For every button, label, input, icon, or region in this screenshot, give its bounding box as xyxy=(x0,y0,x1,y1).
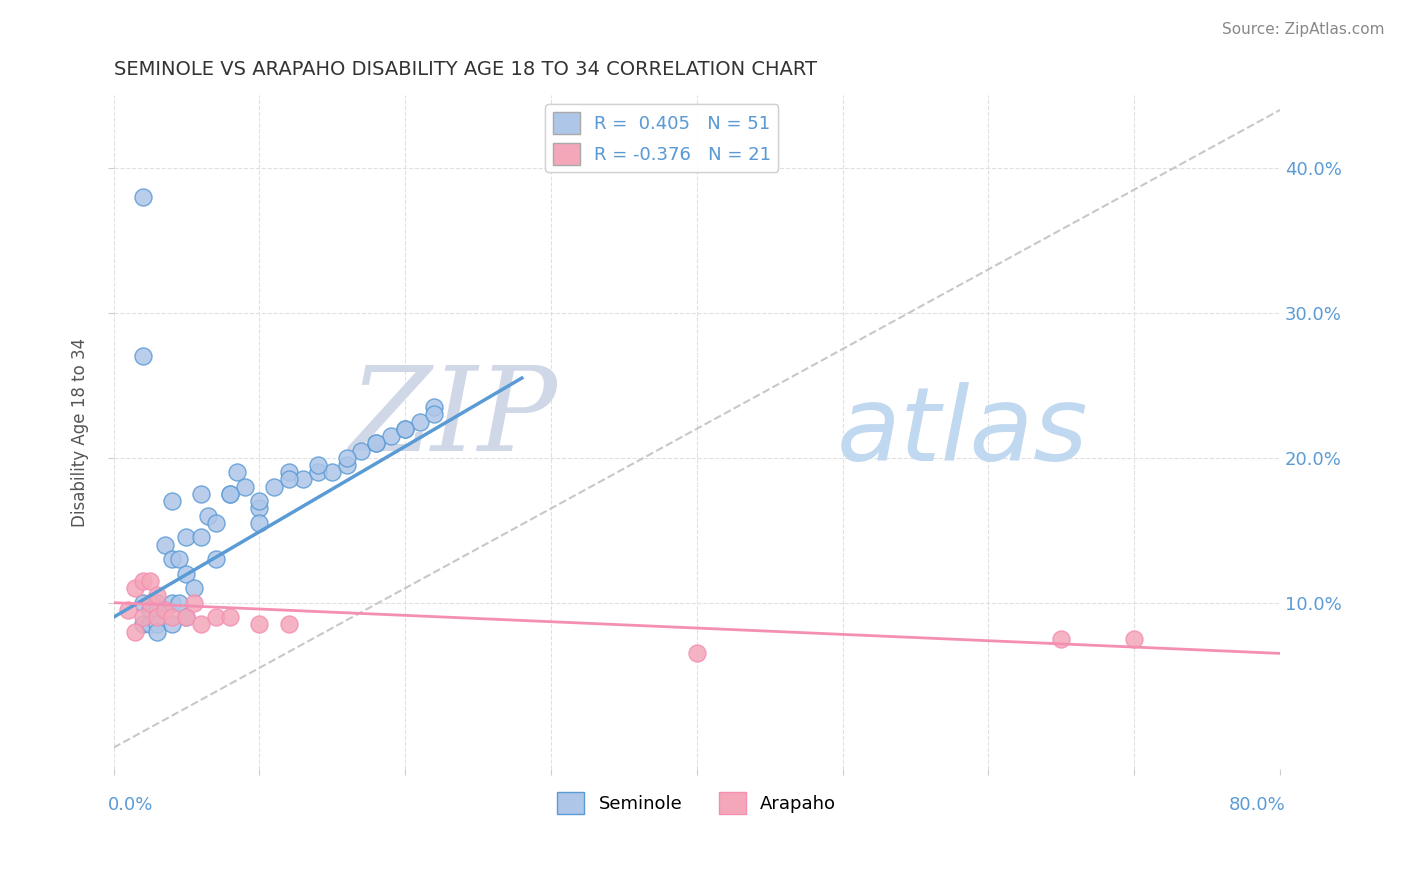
Y-axis label: Disability Age 18 to 34: Disability Age 18 to 34 xyxy=(72,338,89,527)
Text: SEMINOLE VS ARAPAHO DISABILITY AGE 18 TO 34 CORRELATION CHART: SEMINOLE VS ARAPAHO DISABILITY AGE 18 TO… xyxy=(114,60,817,78)
Point xyxy=(131,190,153,204)
Point xyxy=(364,436,387,450)
Point xyxy=(131,617,153,632)
Point xyxy=(394,422,416,436)
Point xyxy=(233,480,256,494)
Point xyxy=(686,647,709,661)
Point xyxy=(176,610,198,624)
Point xyxy=(160,552,183,566)
Point xyxy=(292,473,315,487)
Point xyxy=(350,443,373,458)
Legend: R =  0.405   N = 51, R = -0.376   N = 21: R = 0.405 N = 51, R = -0.376 N = 21 xyxy=(546,104,779,172)
Point xyxy=(139,617,162,632)
Point xyxy=(336,450,359,465)
Point xyxy=(190,617,212,632)
Point xyxy=(247,501,270,516)
Point xyxy=(394,422,416,436)
Point xyxy=(364,436,387,450)
Point xyxy=(167,552,190,566)
Text: 0.0%: 0.0% xyxy=(108,796,153,814)
Point xyxy=(219,487,242,501)
Text: 80.0%: 80.0% xyxy=(1229,796,1286,814)
Point xyxy=(146,610,169,624)
Point xyxy=(124,581,146,595)
Point xyxy=(146,624,169,639)
Point xyxy=(226,465,249,479)
Point xyxy=(321,465,343,479)
Point xyxy=(1123,632,1146,646)
Text: ZIP: ZIP xyxy=(349,361,557,476)
Point xyxy=(219,610,242,624)
Point xyxy=(146,596,169,610)
Point xyxy=(176,610,198,624)
Point xyxy=(131,574,153,588)
Point xyxy=(307,465,329,479)
Point xyxy=(307,458,329,472)
Point xyxy=(219,487,242,501)
Point xyxy=(277,465,299,479)
Point xyxy=(146,603,169,617)
Point xyxy=(190,487,212,501)
Point xyxy=(160,596,183,610)
Point xyxy=(146,617,169,632)
Point xyxy=(423,407,446,421)
Point xyxy=(153,603,176,617)
Point xyxy=(167,596,190,610)
Text: atlas: atlas xyxy=(837,383,1088,483)
Point xyxy=(153,538,176,552)
Point xyxy=(409,415,432,429)
Point xyxy=(190,531,212,545)
Point xyxy=(204,516,226,530)
Point xyxy=(176,531,198,545)
Point xyxy=(131,596,153,610)
Point xyxy=(277,473,299,487)
Point xyxy=(117,603,139,617)
Point xyxy=(139,603,162,617)
Point xyxy=(160,610,183,624)
Point xyxy=(131,349,153,363)
Point xyxy=(183,596,205,610)
Point xyxy=(247,516,270,530)
Point xyxy=(263,480,285,494)
Point xyxy=(336,458,359,472)
Point xyxy=(197,508,219,523)
Point xyxy=(160,617,183,632)
Point xyxy=(131,610,153,624)
Point xyxy=(176,566,198,581)
Point xyxy=(160,494,183,508)
Point xyxy=(204,552,226,566)
Point xyxy=(423,400,446,414)
Point xyxy=(124,624,146,639)
Point xyxy=(380,429,402,443)
Point xyxy=(139,596,162,610)
Point xyxy=(183,581,205,595)
Point xyxy=(1050,632,1073,646)
Point xyxy=(277,617,299,632)
Point xyxy=(146,589,169,603)
Point xyxy=(247,494,270,508)
Point xyxy=(204,610,226,624)
Text: Source: ZipAtlas.com: Source: ZipAtlas.com xyxy=(1222,22,1385,37)
Point xyxy=(139,574,162,588)
Point xyxy=(247,617,270,632)
